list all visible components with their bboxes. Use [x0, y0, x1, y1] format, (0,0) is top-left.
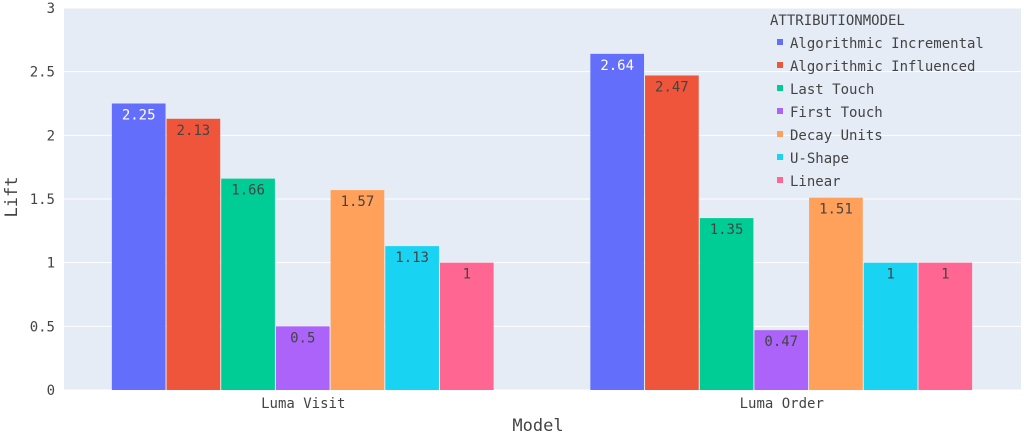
bar [330, 190, 385, 390]
bar [754, 330, 809, 390]
legend-item-label: Algorithmic Influenced [790, 59, 975, 75]
legend-item-label: Linear [790, 174, 841, 190]
bar-value-label: 2.25 [122, 108, 156, 124]
bar [699, 218, 754, 390]
legend-item-label: Last Touch [790, 82, 874, 98]
bar-value-label: 1.13 [395, 250, 429, 266]
bar [221, 178, 275, 390]
bar [439, 262, 494, 390]
legend-item-label: First Touch [790, 105, 883, 121]
bar [275, 326, 330, 390]
bar-value-label: 2.64 [600, 58, 634, 74]
bar [590, 53, 645, 391]
bar-value-label: 1.66 [231, 183, 265, 199]
x-axis-tick-labels: Luma Visit Luma Order [261, 396, 824, 412]
legend-item-label: Decay Units [790, 128, 883, 144]
legend-swatch [777, 85, 783, 91]
bars [111, 53, 973, 391]
legend-swatch [777, 108, 783, 114]
bar-value-label: 1 [463, 267, 471, 283]
y-tick-label: 2 [47, 128, 55, 144]
bar-value-label: 1.35 [710, 222, 744, 238]
y-tick-label: 0.5 [30, 319, 55, 335]
legend-title: ATTRIBUTIONMODEL [770, 13, 905, 29]
bar [385, 246, 439, 390]
bar-value-label: 1 [941, 267, 949, 283]
bar-value-label: 0.47 [764, 334, 798, 350]
x-tick-label: Luma Visit [261, 396, 345, 412]
y-tick-label: 1.5 [30, 192, 55, 208]
bar [645, 75, 699, 390]
y-tick-label: 3 [47, 1, 55, 17]
legend-swatch [777, 154, 783, 160]
x-axis-title: Model [512, 416, 563, 435]
legend-swatch [777, 177, 783, 183]
bar-value-label: 1 [886, 267, 894, 283]
bar [863, 262, 918, 390]
legend-swatch [777, 39, 783, 45]
legend-item-label: U-Shape [790, 151, 849, 167]
bar-value-labels: 2.25 2.13 1.66 0.5 1.57 1.13 1 2.64 2.47 1.35 0.47… [122, 58, 950, 350]
bar-value-label: 1.51 [819, 202, 853, 218]
legend: ATTRIBUTIONMODEL Algorithmic Incremental… [770, 13, 984, 190]
bar [809, 197, 863, 390]
y-tick-label: 2.5 [30, 65, 55, 81]
bar [111, 103, 166, 390]
y-tick-label: 0 [47, 383, 55, 399]
x-tick-label: Luma Order [740, 396, 824, 412]
bar [166, 118, 221, 390]
legend-swatch [777, 131, 783, 137]
legend-item-label: Algorithmic Incremental [790, 36, 984, 52]
y-axis-title: Lift [2, 177, 22, 218]
y-tick-label: 1 [47, 256, 55, 272]
bar-value-label: 1.57 [341, 194, 375, 210]
bar [918, 262, 973, 390]
bar-value-label: 2.13 [177, 123, 211, 139]
bar-value-label: 0.5 [290, 330, 315, 346]
legend-swatch [777, 62, 783, 68]
y-axis-tick-labels: 0 0.5 1 1.5 2 2.5 3 [30, 1, 55, 399]
bar-value-label: 2.47 [655, 79, 689, 95]
